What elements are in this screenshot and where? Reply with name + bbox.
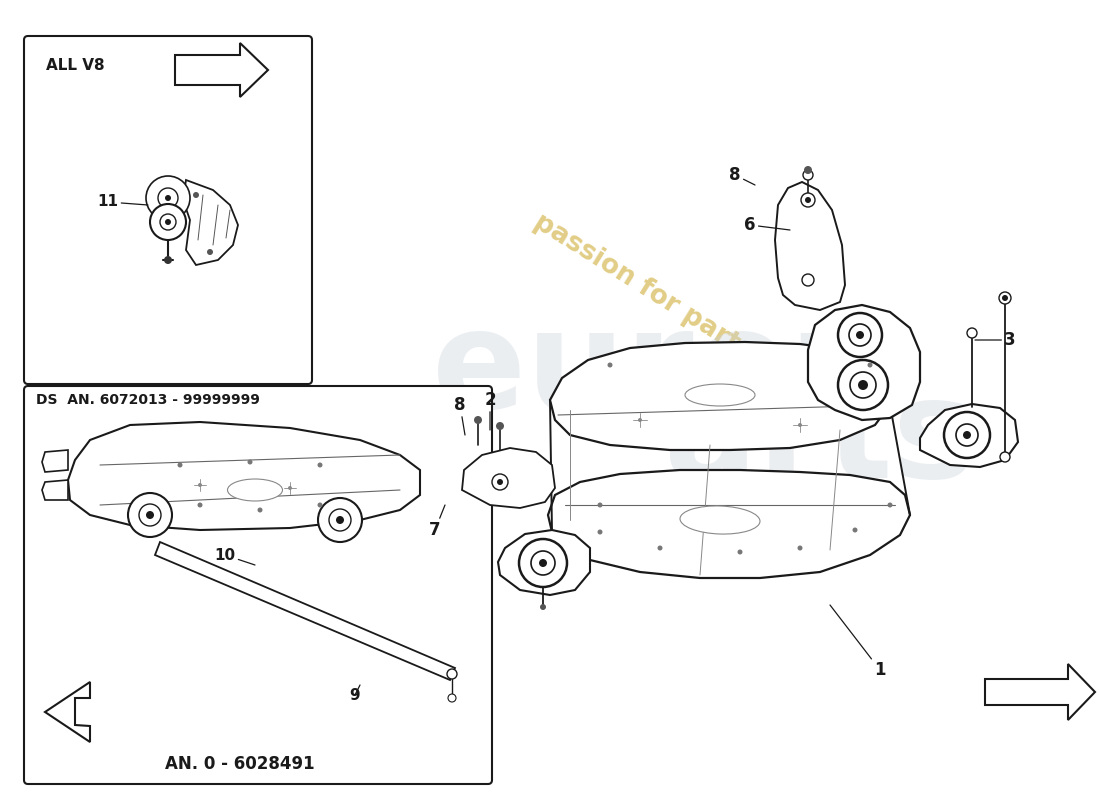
Circle shape [164, 256, 172, 264]
Text: 7: 7 [429, 505, 446, 539]
Circle shape [128, 493, 172, 537]
Polygon shape [42, 450, 68, 472]
Circle shape [248, 459, 253, 465]
Circle shape [318, 462, 322, 467]
Circle shape [801, 193, 815, 207]
Circle shape [492, 474, 508, 490]
Text: 11: 11 [98, 194, 148, 210]
Circle shape [798, 546, 803, 550]
Circle shape [198, 483, 202, 487]
Circle shape [192, 192, 199, 198]
Circle shape [638, 418, 642, 422]
Text: AN. 0 - 6028491: AN. 0 - 6028491 [165, 755, 315, 773]
Text: arts: arts [664, 373, 976, 507]
Polygon shape [42, 480, 68, 500]
Circle shape [849, 324, 871, 346]
Circle shape [150, 204, 186, 240]
Circle shape [496, 422, 504, 430]
Circle shape [802, 274, 814, 286]
Circle shape [146, 176, 190, 220]
Circle shape [146, 511, 154, 519]
Polygon shape [548, 470, 910, 578]
Circle shape [737, 550, 742, 554]
Circle shape [497, 479, 503, 485]
Text: DS  AN. 6072013 - 99999999: DS AN. 6072013 - 99999999 [36, 393, 260, 407]
Circle shape [165, 219, 170, 225]
Circle shape [158, 188, 178, 208]
Circle shape [177, 462, 183, 467]
Circle shape [838, 360, 888, 410]
Ellipse shape [680, 506, 760, 534]
Circle shape [658, 546, 662, 550]
Circle shape [858, 380, 868, 390]
Circle shape [207, 249, 213, 255]
Text: ALL V8: ALL V8 [46, 58, 104, 73]
Circle shape [198, 502, 202, 507]
Polygon shape [550, 342, 890, 450]
Polygon shape [920, 404, 1018, 467]
Circle shape [318, 502, 322, 507]
Text: 2: 2 [484, 391, 496, 430]
Circle shape [540, 604, 546, 610]
Circle shape [967, 328, 977, 338]
Circle shape [447, 669, 456, 679]
Circle shape [803, 170, 813, 180]
Polygon shape [462, 448, 556, 508]
Circle shape [798, 423, 802, 427]
Text: 8: 8 [454, 396, 465, 435]
Polygon shape [155, 542, 455, 680]
Text: 8: 8 [729, 166, 755, 185]
Circle shape [805, 197, 811, 203]
Text: passion for parts since: passion for parts since [529, 209, 830, 411]
Text: 9: 9 [350, 685, 361, 702]
Polygon shape [808, 305, 920, 420]
Circle shape [597, 502, 603, 507]
Polygon shape [776, 182, 845, 310]
Polygon shape [984, 664, 1094, 720]
Circle shape [856, 331, 864, 339]
Text: 1: 1 [830, 605, 886, 679]
Circle shape [850, 372, 876, 398]
Circle shape [448, 694, 456, 702]
Circle shape [165, 195, 170, 201]
Ellipse shape [685, 384, 755, 406]
Circle shape [257, 507, 263, 513]
Circle shape [888, 502, 892, 507]
FancyBboxPatch shape [24, 386, 492, 784]
Circle shape [160, 214, 176, 230]
Circle shape [607, 362, 613, 367]
Circle shape [999, 292, 1011, 304]
Circle shape [519, 539, 566, 587]
Circle shape [956, 424, 978, 446]
Polygon shape [68, 422, 420, 530]
Circle shape [1002, 295, 1008, 301]
Circle shape [852, 527, 858, 533]
Ellipse shape [228, 479, 283, 501]
Circle shape [139, 504, 161, 526]
Circle shape [539, 559, 547, 567]
Text: 6: 6 [745, 216, 790, 234]
Text: 3: 3 [975, 331, 1015, 349]
Circle shape [474, 416, 482, 424]
Circle shape [336, 516, 344, 524]
Circle shape [962, 431, 971, 439]
Circle shape [868, 362, 872, 367]
Circle shape [597, 530, 603, 534]
Circle shape [531, 551, 556, 575]
Text: 10: 10 [214, 547, 255, 565]
Circle shape [329, 509, 351, 531]
Circle shape [804, 166, 812, 174]
Circle shape [1000, 452, 1010, 462]
Circle shape [288, 486, 292, 490]
Text: europ: europ [431, 302, 889, 438]
Circle shape [318, 498, 362, 542]
FancyBboxPatch shape [24, 36, 312, 384]
Polygon shape [498, 530, 590, 595]
Circle shape [838, 313, 882, 357]
Polygon shape [175, 43, 268, 97]
Polygon shape [45, 682, 90, 742]
Polygon shape [183, 180, 238, 265]
Circle shape [944, 412, 990, 458]
